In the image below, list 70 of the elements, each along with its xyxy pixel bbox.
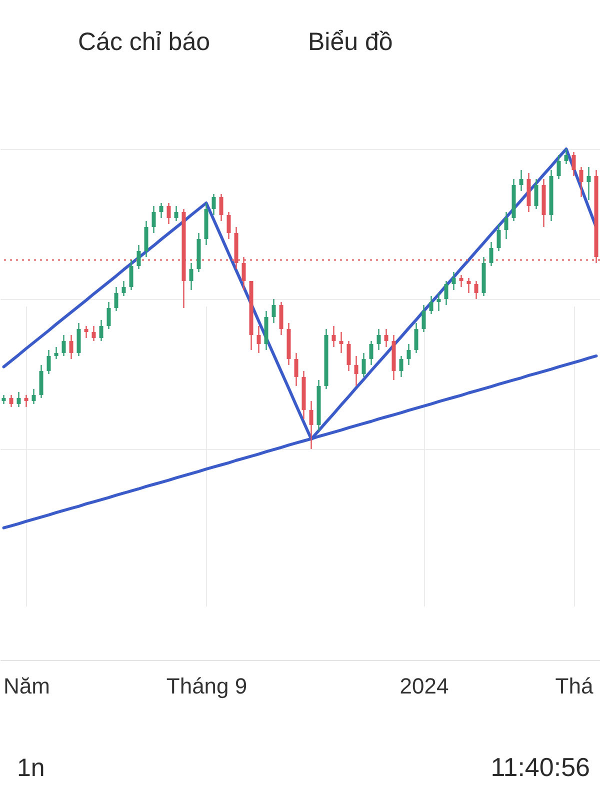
candlestick (99, 319, 104, 342)
candlestick (586, 166, 591, 201)
candlestick (489, 241, 494, 267)
candlestick (212, 193, 216, 216)
text: Biểu đồ (308, 28, 393, 56)
candlestick (76, 322, 81, 357)
candlestick (256, 325, 261, 354)
candlestick (272, 298, 276, 324)
candlestick (309, 400, 314, 450)
candlestick (564, 148, 568, 165)
candlestick (332, 325, 336, 348)
candlestick (9, 394, 14, 408)
candlestick (39, 364, 44, 399)
candlestick (474, 280, 478, 300)
candlestick (279, 301, 284, 336)
candlestick (466, 277, 471, 294)
x-tick-label: Thá (555, 674, 594, 698)
candlestick (384, 328, 388, 348)
candlestick (24, 394, 28, 408)
candlestick (556, 154, 561, 180)
candlestick (436, 292, 441, 312)
candlestick (242, 256, 246, 291)
candlestick (534, 178, 538, 210)
candlestick (189, 262, 194, 291)
candlestick (54, 346, 58, 360)
candlestick (152, 205, 156, 234)
candlestick (136, 244, 141, 270)
x-tick-label: Năm (4, 674, 50, 698)
candlestick (572, 151, 576, 177)
candlestick (69, 334, 74, 360)
candlestick (32, 388, 36, 405)
candlestick (414, 322, 418, 354)
text: 1n (17, 754, 45, 782)
candlestick (46, 349, 51, 375)
candlestick (16, 391, 21, 408)
candlestick (166, 202, 171, 225)
candlestick (496, 223, 501, 252)
candlestick (579, 166, 584, 198)
candlestick (519, 169, 524, 192)
candlestick (114, 286, 118, 312)
candlestick (369, 340, 374, 366)
candlestick (362, 352, 366, 378)
candlestick (429, 295, 434, 315)
candlestick (159, 202, 164, 219)
text: 11:40:56 (490, 752, 590, 782)
candlestick (504, 211, 508, 240)
candlestick (294, 352, 298, 387)
candlestick (339, 331, 344, 354)
candlestick (226, 211, 231, 240)
candlestick (444, 280, 448, 306)
candlestick (459, 274, 464, 288)
candlestick (84, 325, 88, 339)
candlestick (452, 271, 456, 291)
candlestick (219, 193, 224, 222)
candlestick (144, 220, 148, 258)
text: Các chỉ báo (78, 28, 210, 56)
candlestick (406, 343, 411, 366)
candlestick (174, 205, 178, 222)
candlestick (129, 259, 134, 291)
x-tick-label: Tháng 9 (166, 674, 248, 698)
candlestick (422, 304, 426, 333)
candlestick (346, 340, 351, 372)
candlestick (92, 325, 96, 342)
candlestick (106, 301, 111, 330)
x-tick-label: 2024 (400, 674, 449, 698)
candlestick (399, 355, 404, 378)
candlestick (354, 355, 358, 387)
candlestick (376, 328, 381, 351)
candlestick (62, 334, 66, 357)
candlestick (122, 280, 126, 297)
